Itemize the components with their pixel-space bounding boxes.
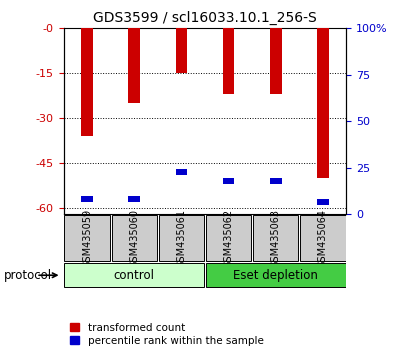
Bar	[81, 28, 93, 136]
Text: control: control	[113, 269, 155, 282]
Text: protocol: protocol	[4, 269, 52, 282]
Bar	[64, 263, 204, 287]
Bar	[269, 28, 281, 94]
Title: GDS3599 / scl16033.10.1_256-S: GDS3599 / scl16033.10.1_256-S	[93, 10, 316, 24]
Text: GSM435062: GSM435062	[223, 209, 233, 268]
Bar	[222, 28, 234, 94]
Text: GSM435059: GSM435059	[82, 209, 92, 268]
Bar	[81, 196, 93, 202]
Bar	[252, 215, 298, 262]
Bar	[269, 178, 281, 184]
Text: GSM435060: GSM435060	[129, 209, 139, 268]
Bar	[205, 215, 251, 262]
Bar	[175, 169, 187, 175]
Bar	[111, 215, 157, 262]
Text: Eset depletion: Eset depletion	[233, 269, 317, 282]
Text: GSM435063: GSM435063	[270, 209, 280, 268]
Bar	[316, 199, 328, 205]
Text: GSM435061: GSM435061	[176, 209, 186, 268]
Bar	[299, 215, 345, 262]
Text: GSM435064: GSM435064	[317, 209, 327, 268]
Bar	[175, 28, 187, 73]
Bar	[158, 215, 204, 262]
Bar	[205, 263, 345, 287]
Bar	[64, 215, 110, 262]
Bar	[316, 28, 328, 178]
Legend: transformed count, percentile rank within the sample: transformed count, percentile rank withi…	[69, 322, 264, 347]
Bar	[128, 196, 140, 202]
Bar	[222, 178, 234, 184]
Bar	[128, 28, 140, 103]
